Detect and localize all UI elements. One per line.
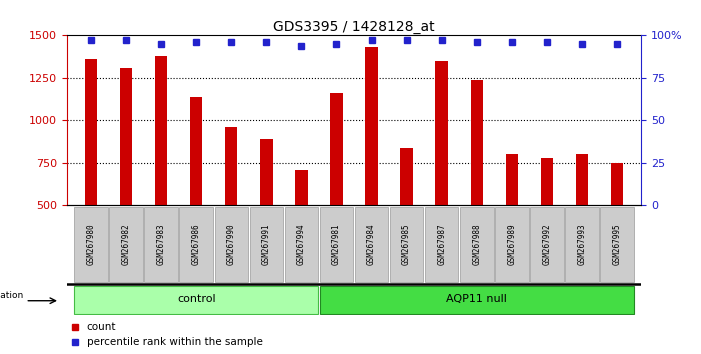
FancyBboxPatch shape <box>144 207 178 282</box>
FancyBboxPatch shape <box>250 207 283 282</box>
FancyBboxPatch shape <box>109 207 143 282</box>
Bar <box>190 97 203 205</box>
Bar <box>155 56 168 205</box>
Text: AQP11 null: AQP11 null <box>447 294 507 304</box>
FancyBboxPatch shape <box>565 207 599 282</box>
Text: GSM267985: GSM267985 <box>402 223 411 265</box>
Bar <box>400 148 413 205</box>
Bar <box>330 93 343 205</box>
FancyBboxPatch shape <box>320 207 353 282</box>
Text: GSM267983: GSM267983 <box>157 223 165 265</box>
Bar <box>365 47 378 205</box>
Text: GSM267982: GSM267982 <box>122 223 130 265</box>
Text: GSM267989: GSM267989 <box>508 223 516 265</box>
FancyBboxPatch shape <box>320 286 634 314</box>
Text: GSM267986: GSM267986 <box>192 223 200 265</box>
Text: count: count <box>87 321 116 332</box>
Bar <box>225 127 238 205</box>
Title: GDS3395 / 1428128_at: GDS3395 / 1428128_at <box>273 21 435 34</box>
Text: GSM267991: GSM267991 <box>262 223 271 265</box>
Text: GSM267995: GSM267995 <box>613 223 621 265</box>
Text: GSM267990: GSM267990 <box>227 223 236 265</box>
FancyBboxPatch shape <box>495 207 529 282</box>
Text: GSM267981: GSM267981 <box>332 223 341 265</box>
Bar <box>576 154 588 205</box>
FancyBboxPatch shape <box>215 207 248 282</box>
Text: GSM267980: GSM267980 <box>87 223 95 265</box>
FancyBboxPatch shape <box>74 286 318 314</box>
Bar <box>295 170 308 205</box>
Bar <box>470 80 483 205</box>
Text: GSM267994: GSM267994 <box>297 223 306 265</box>
FancyBboxPatch shape <box>285 207 318 282</box>
FancyBboxPatch shape <box>390 207 423 282</box>
Text: percentile rank within the sample: percentile rank within the sample <box>87 337 263 348</box>
Text: GSM267993: GSM267993 <box>578 223 586 265</box>
Bar <box>505 154 518 205</box>
FancyBboxPatch shape <box>460 207 494 282</box>
Text: genotype/variation: genotype/variation <box>0 291 23 301</box>
FancyBboxPatch shape <box>425 207 458 282</box>
Bar <box>540 158 553 205</box>
Text: GSM267988: GSM267988 <box>472 223 481 265</box>
Bar <box>120 68 132 205</box>
Bar <box>611 163 623 205</box>
Bar <box>260 139 273 205</box>
FancyBboxPatch shape <box>179 207 213 282</box>
Text: GSM267984: GSM267984 <box>367 223 376 265</box>
Text: GSM267992: GSM267992 <box>543 223 551 265</box>
FancyBboxPatch shape <box>74 207 108 282</box>
FancyBboxPatch shape <box>530 207 564 282</box>
Text: GSM267987: GSM267987 <box>437 223 446 265</box>
Text: control: control <box>177 294 216 304</box>
Bar <box>85 59 97 205</box>
FancyBboxPatch shape <box>355 207 388 282</box>
FancyBboxPatch shape <box>600 207 634 282</box>
Bar <box>435 61 448 205</box>
